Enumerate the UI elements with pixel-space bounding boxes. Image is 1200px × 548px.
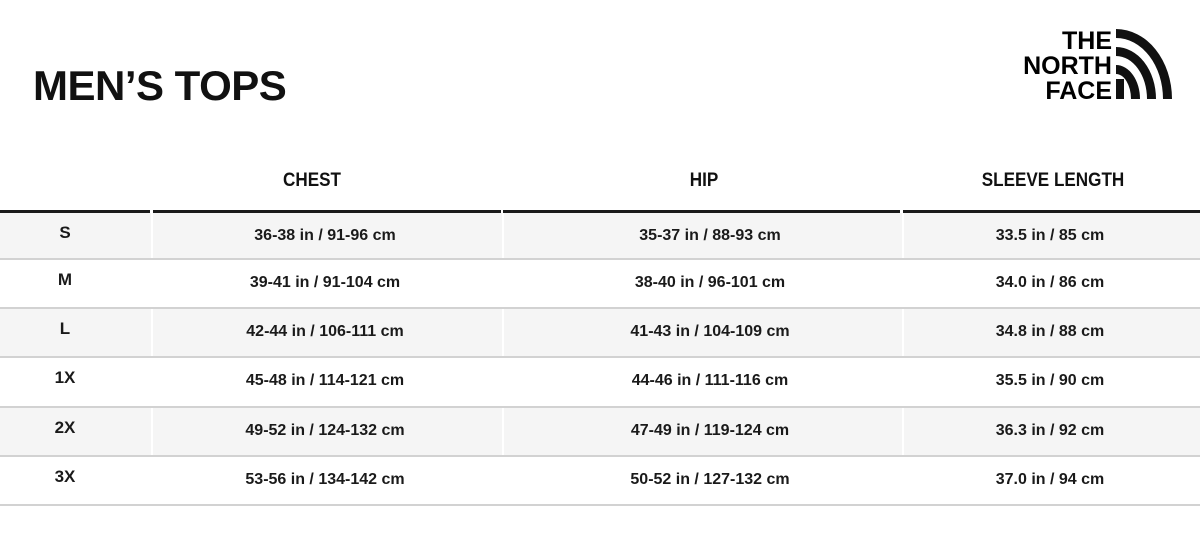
chest-cell: 45-48 in / 114-121 cm	[245, 372, 405, 389]
hip-cell: 50-52 in / 127-132 cm	[630, 471, 790, 488]
column-header-chest: CHEST	[283, 170, 341, 191]
header-divider	[503, 210, 900, 213]
half-dome-icon	[1116, 29, 1172, 99]
table-row: 3X 53-56 in / 134-142 cm 50-52 in / 127-13…	[0, 457, 1200, 506]
column-separator	[502, 213, 504, 258]
table-row: 1X 45-48 in / 114-121 cm 44-46 in / 111-11…	[0, 358, 1200, 408]
chest-cell: 36-38 in / 91-96 cm	[254, 227, 396, 244]
size-cell: L	[59, 319, 71, 338]
sleeve-cell: 36.3 in / 92 cm	[995, 422, 1105, 439]
column-separator	[902, 213, 904, 258]
column-separator	[151, 213, 153, 258]
table-row: M 39-41 in / 91-104 cm 38-40 in / 96-101 c…	[0, 260, 1200, 309]
chest-cell: 42-44 in / 106-111 cm	[246, 323, 404, 340]
table-row: 2X 49-52 in / 124-132 cm 47-49 in / 119-12…	[0, 408, 1200, 457]
header-divider	[153, 210, 501, 213]
column-separator	[151, 408, 153, 455]
column-separator	[902, 358, 904, 406]
table-row: L 42-44 in / 106-111 cm 41-43 in / 104-109…	[0, 309, 1200, 358]
hip-cell: 35-37 in / 88-93 cm	[639, 227, 781, 244]
header-divider	[903, 210, 1200, 213]
size-cell: S	[59, 223, 71, 242]
column-separator	[902, 457, 904, 504]
sleeve-cell: 34.8 in / 88 cm	[995, 323, 1105, 340]
column-separator	[151, 457, 153, 504]
size-cell: 3X	[54, 467, 76, 486]
column-separator	[902, 260, 904, 307]
column-separator	[151, 358, 153, 406]
logo-line: FACE	[1045, 77, 1112, 103]
column-header-sleeve-length: SLEEVE LENGTH	[981, 170, 1125, 191]
logo-line: NORTH	[1023, 52, 1112, 80]
column-separator	[502, 260, 504, 307]
the-north-face-logo: THE NORTH FACE	[1023, 27, 1172, 103]
size-cell: 2X	[54, 418, 76, 437]
column-separator	[151, 260, 153, 307]
size-cell: M	[57, 270, 73, 289]
column-separator	[502, 358, 504, 406]
hip-cell: 44-46 in / 111-116 cm	[631, 372, 789, 389]
column-separator	[502, 309, 504, 356]
size-cell: 1X	[54, 368, 76, 387]
table-row: S 36-38 in / 91-96 cm 35-37 in / 88-93 cm 3…	[0, 213, 1200, 260]
sleeve-cell: 37.0 in / 94 cm	[995, 471, 1105, 488]
sleeve-cell: 35.5 in / 90 cm	[995, 372, 1105, 389]
chest-cell: 39-41 in / 91-104 cm	[249, 274, 401, 291]
logo-line: THE	[1062, 27, 1112, 55]
column-header-hip: HIP	[689, 170, 719, 191]
hip-cell: 38-40 in / 96-101 cm	[634, 274, 786, 291]
hip-cell: 41-43 in / 104-109 cm	[630, 323, 790, 340]
column-separator	[902, 309, 904, 356]
column-separator	[902, 408, 904, 455]
sleeve-cell: 34.0 in / 86 cm	[995, 274, 1105, 291]
page-title: MEN’S TOPS	[33, 62, 287, 109]
chest-cell: 49-52 in / 124-132 cm	[245, 422, 405, 439]
sleeve-cell: 33.5 in / 85 cm	[995, 227, 1105, 244]
column-separator	[502, 408, 504, 455]
column-separator	[502, 457, 504, 504]
column-separator	[151, 309, 153, 356]
chest-cell: 53-56 in / 134-142 cm	[245, 471, 405, 488]
hip-cell: 47-49 in / 119-124 cm	[630, 422, 790, 439]
header-divider	[0, 210, 150, 213]
